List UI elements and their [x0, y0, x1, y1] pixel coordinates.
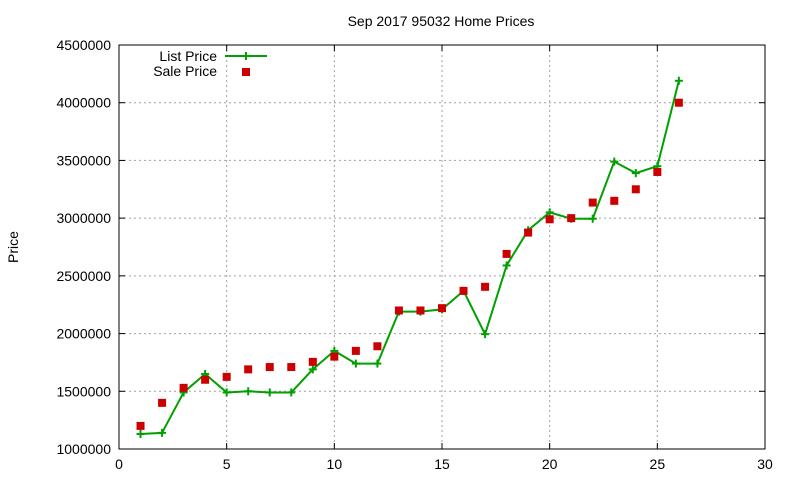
sale-price-point	[136, 421, 145, 430]
sale-price-point	[265, 363, 274, 372]
sale-price-point	[653, 167, 662, 176]
sale-price-point	[610, 196, 619, 205]
list-price-point	[351, 359, 360, 368]
x-tick-label: 0	[115, 456, 123, 472]
sale-price-point	[158, 398, 167, 407]
sale-price-point	[416, 306, 425, 315]
y-tick-label: 2000000	[56, 326, 111, 342]
x-tick-label: 15	[434, 456, 450, 472]
y-tick-label: 4500000	[56, 37, 111, 53]
data-series	[136, 76, 683, 438]
tick-labels: 1000000 1500000 2000000 2500000 3000000 35000…	[56, 37, 773, 472]
sale-price-point	[481, 282, 490, 291]
sale-price-point	[631, 185, 640, 194]
sale-price-point	[567, 214, 576, 223]
chart-title: Sep 2017 95032 Home Prices	[348, 13, 535, 29]
list-price-point	[265, 388, 274, 397]
sale-price-point	[201, 375, 210, 384]
y-tick-label: 3500000	[56, 152, 111, 168]
x-tick-label: 20	[542, 456, 558, 472]
list-price-point	[674, 76, 683, 85]
grid-lines	[119, 45, 765, 449]
list-price-point	[545, 208, 554, 217]
plot-frame	[118, 44, 766, 450]
y-tick-label: 1000000	[56, 441, 111, 457]
list-price-point	[222, 388, 231, 397]
legend-swatch-sale-price	[242, 68, 250, 76]
sale-price-point	[308, 357, 317, 366]
legend-label-list-price: List Price	[159, 48, 217, 64]
sale-price-point	[351, 346, 360, 355]
x-tick-label: 5	[223, 456, 231, 472]
sale-price-point	[179, 383, 188, 392]
x-tick-label: 25	[650, 456, 666, 472]
sale-price-point	[373, 342, 382, 351]
y-tick-label: 2500000	[56, 268, 111, 284]
sale-price-point	[588, 198, 597, 207]
sale-price-point	[287, 363, 296, 372]
sale-price-point	[330, 352, 339, 361]
list-price-point	[610, 157, 619, 166]
list-price-point	[244, 387, 253, 396]
sale-price-point	[502, 249, 511, 258]
sale-price-point	[545, 215, 554, 224]
list-price-point	[308, 365, 317, 374]
list-price-line	[140, 80, 680, 435]
list-price-point	[588, 214, 597, 223]
list-price-point	[136, 429, 145, 438]
sale-price-point	[674, 98, 683, 107]
sale-price-point	[394, 306, 403, 315]
sale-price-point	[438, 304, 446, 313]
y-tick-label: 4000000	[56, 95, 111, 111]
list-price-point	[481, 330, 490, 339]
list-price-point	[373, 359, 382, 368]
list-price-point	[158, 428, 167, 437]
sale-price-point	[244, 365, 253, 374]
y-tick-label: 1500000	[56, 383, 111, 399]
sale-price-point	[459, 286, 468, 295]
list-price-point	[631, 169, 640, 178]
legend-label-sale-price: Sale Price	[153, 63, 217, 79]
list-price-point	[502, 261, 511, 270]
y-axis-label: Price	[5, 231, 21, 263]
x-tick-label: 10	[327, 456, 343, 472]
sale-price-point	[524, 228, 533, 237]
list-price-point	[287, 388, 296, 397]
x-tick-label: 30	[757, 456, 773, 472]
y-tick-label: 3000000	[56, 210, 111, 226]
sale-price-point	[222, 372, 231, 381]
